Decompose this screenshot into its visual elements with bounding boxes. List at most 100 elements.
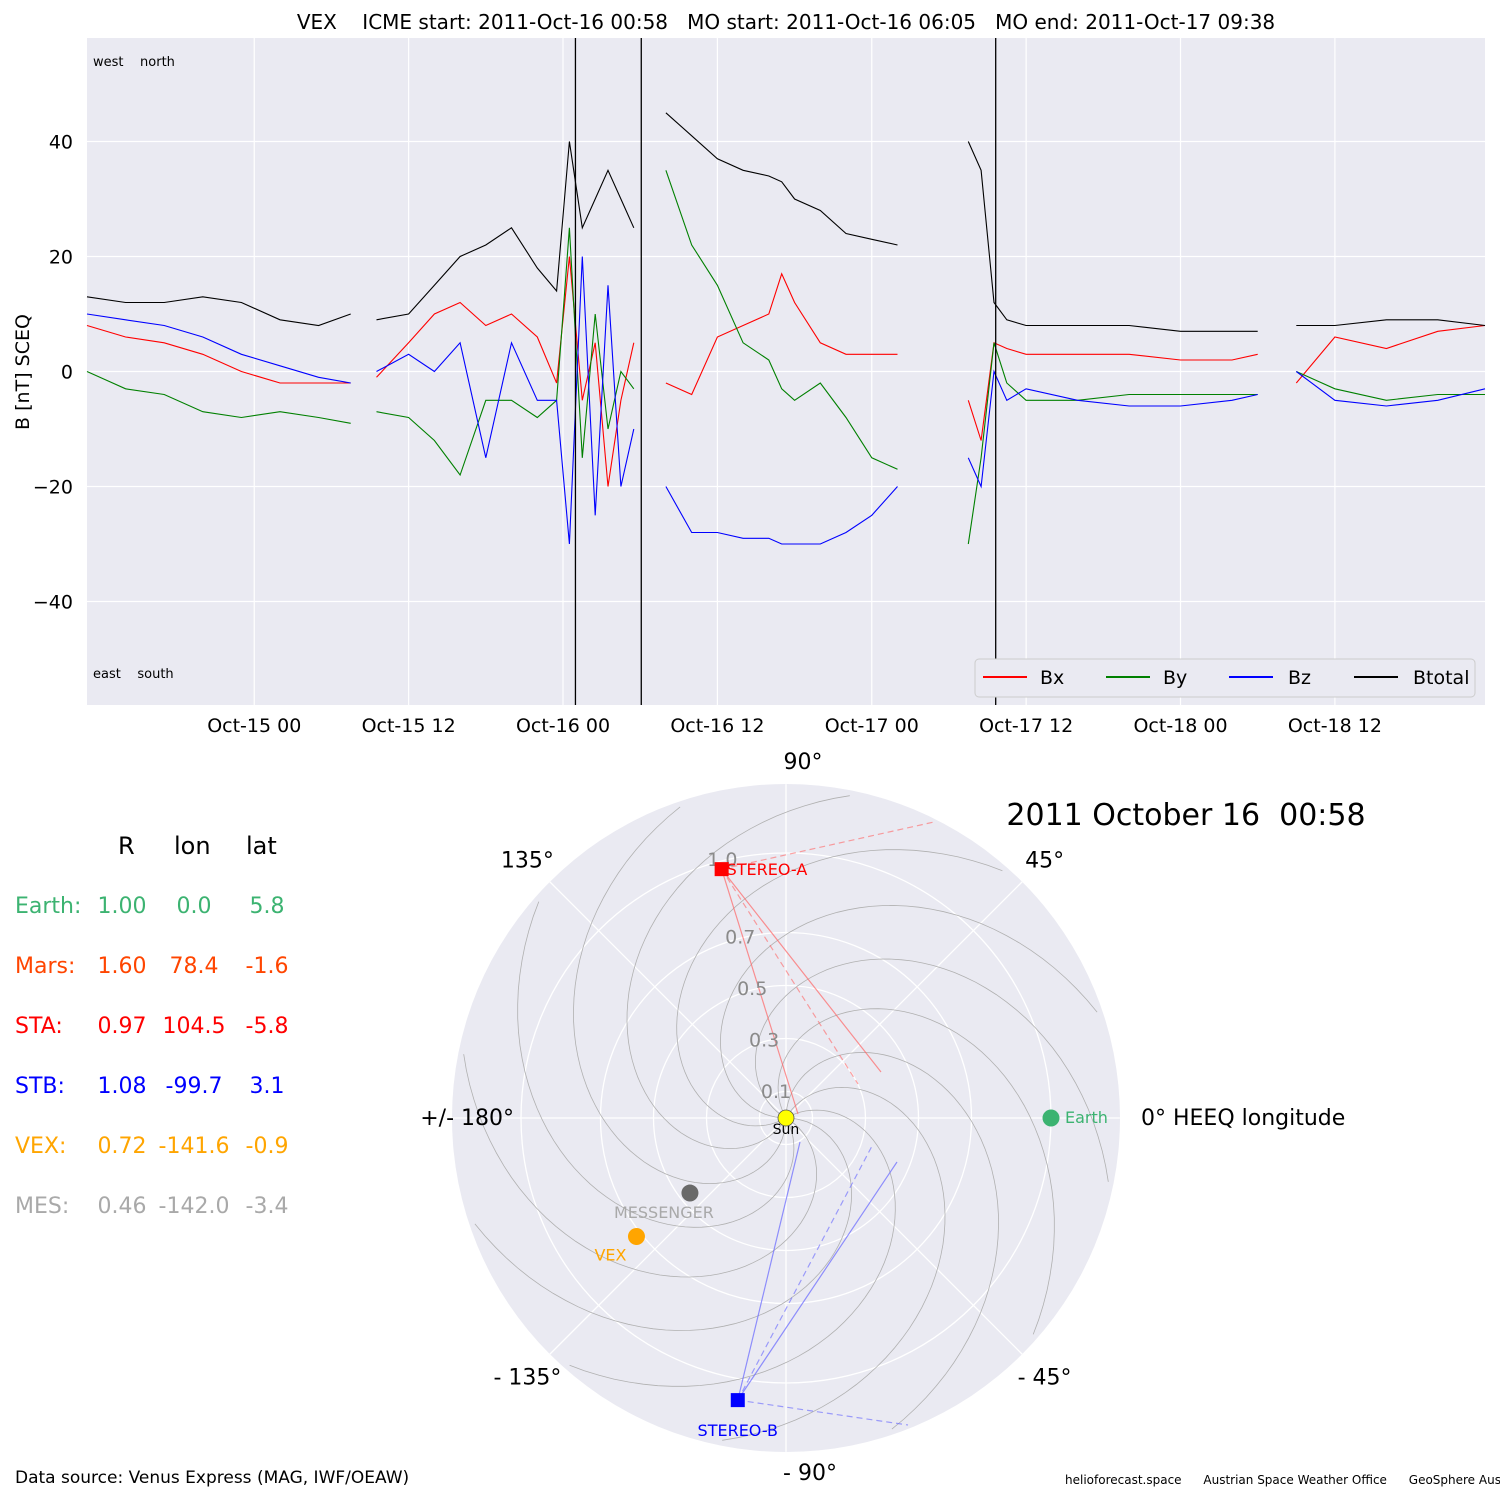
x-tick-labels: Oct-15 00 Oct-15 12 Oct-16 00 Oct-16 12 Oct-… [207, 715, 1382, 737]
table-row: STB: 1.08 -99.7 3.1 [0, 1074, 320, 1104]
x-tick-label: Oct-16 00 [516, 715, 610, 737]
parker-spirals [463, 795, 1109, 1441]
fov-lines [721, 821, 935, 1426]
col-lon: lon [174, 832, 211, 860]
credit-asweo: Austrian Space Weather Office [1203, 1473, 1387, 1487]
table-cell-lat: -1.6 [245, 954, 289, 979]
y-tick-label: 40 [49, 132, 73, 154]
radial-tick-label: 0.1 [761, 1081, 791, 1103]
x-tick-label: Oct-18 12 [1288, 715, 1382, 737]
corner-label-top: west north [93, 55, 175, 70]
series-line-by [86, 170, 1485, 545]
table-row: VEX: 0.72 -141.6 -0.9 [0, 1134, 320, 1164]
radial-tick-label: 0.3 [749, 1030, 779, 1052]
legend: Bx By Bz Btotal [974, 658, 1476, 698]
y-tick-label: 20 [49, 247, 73, 269]
parker-spiral [569, 1109, 896, 1387]
polar-background [452, 784, 1120, 1452]
angular-gridline [785, 1117, 1023, 1355]
x-tick-label: Oct-18 00 [1133, 715, 1227, 737]
polar-grid [452, 784, 1120, 1452]
parker-spiral [517, 901, 795, 1228]
position-table: Earth: 1.00 0.0 5.8 Mars: 1.60 78.4 -1.6 STA: 0.9… [0, 894, 320, 1224]
parker-spiral [474, 1117, 852, 1331]
series-line-bz [86, 256, 1486, 545]
timeseries-grid [87, 38, 1485, 705]
table-cell-lat: -5.8 [245, 1014, 289, 1039]
fov-line-sta-dashed [721, 821, 935, 870]
table-cell-r: 1.00 [97, 894, 147, 919]
timeseries-title: VEX ICME start: 2011-Oct-16 00:58 MO sta… [297, 10, 1275, 34]
angle-label: 135° [501, 848, 554, 873]
table-cell-r: 1.08 [97, 1074, 147, 1099]
radial-gridline [705, 1037, 867, 1199]
fov-line-stb-dashed [737, 1399, 909, 1426]
table-cell-lon: -142.0 [158, 1194, 230, 1219]
stereoa-label: STEREO-A [727, 860, 808, 879]
angle-label: - 135° [493, 1366, 561, 1391]
table-cell-name: STB: [15, 1074, 65, 1099]
table-cell-lon: 104.5 [162, 1014, 226, 1039]
fov-line-sta-dashed [721, 868, 859, 1085]
table-row: Earth: 1.00 0.0 5.8 [0, 894, 320, 924]
sun-label: Sun [773, 1122, 800, 1138]
x-tick-label: Oct-17 12 [979, 715, 1073, 737]
angular-gridline [549, 881, 787, 1119]
credit-geosphere: GeoSphere Austria [1408, 1473, 1500, 1487]
position-table-header: R lon lat [0, 832, 320, 862]
series-line-btotal [86, 112, 1486, 332]
fov-line-sta [721, 868, 882, 1073]
table-cell-lon: -99.7 [165, 1074, 223, 1099]
x-tick-label: Oct-17 00 [825, 715, 919, 737]
messenger-label: MESSENGER [614, 1203, 714, 1222]
table-cell-name: Mars: [15, 954, 76, 979]
radial-gridline [758, 1090, 814, 1146]
legend-label-by: By [1163, 667, 1187, 689]
table-row: Mars: 1.60 78.4 -1.6 [0, 954, 320, 984]
table-cell-lat: 3.1 [249, 1074, 285, 1099]
parker-spiral [754, 958, 1109, 1182]
event-markers [574, 38, 997, 705]
radial-tick-label: 0.7 [725, 926, 755, 948]
radial-gridline [520, 852, 1052, 1384]
parker-spiral [676, 849, 1003, 1127]
table-cell-r: 0.72 [97, 1134, 147, 1159]
table-cell-lat: -0.9 [245, 1134, 289, 1159]
parker-spiral [626, 795, 850, 1150]
table-cell-lat: -3.4 [245, 1194, 289, 1219]
credit-helioforecast: helioforecast.space [1065, 1473, 1182, 1487]
table-row: STA: 0.97 104.5 -5.8 [0, 1014, 320, 1044]
radial-tick-label: 1.0 [707, 849, 737, 871]
corner-label-bottom: east south [93, 667, 174, 682]
x-tick-label: Oct-16 12 [670, 715, 764, 737]
legend-label-bz: Bz [1288, 667, 1311, 689]
angle-label: 45° [1025, 848, 1064, 873]
parker-spiral [573, 806, 787, 1184]
y-tick-label: −20 [33, 477, 73, 499]
table-row: MES: 0.46 -142.0 -3.4 [0, 1194, 320, 1224]
parker-spiral [722, 1086, 946, 1441]
table-cell-r: 1.60 [97, 954, 147, 979]
table-cell-lon: 78.4 [169, 954, 219, 979]
parker-spiral [777, 1008, 1055, 1335]
angle-label: 0° HEEQ longitude [1141, 1106, 1345, 1131]
fov-line-stb-dashed [737, 1145, 873, 1401]
y-axis-label: B [nT] SCEQ [12, 314, 34, 430]
vex-marker [627, 1228, 645, 1246]
fov-line-stb [737, 1141, 801, 1401]
angle-label: +/- 180° [420, 1106, 514, 1131]
credits: helioforecast.space Austrian Space Weath… [1065, 1473, 1500, 1487]
legend-label-bx: Bx [1040, 667, 1064, 689]
stereob-marker [730, 1393, 745, 1408]
angle-label: - 90° [783, 1461, 837, 1486]
table-cell-r: 0.46 [97, 1194, 147, 1219]
y-tick-label: −40 [33, 592, 73, 614]
radial-gridline [599, 931, 973, 1305]
y-tick-label: 0 [61, 362, 73, 384]
angular-gridline [549, 1117, 787, 1355]
stereob-label: STEREO-B [698, 1421, 778, 1440]
messenger-marker [681, 1184, 699, 1202]
x-tick-label: Oct-15 12 [362, 715, 456, 737]
